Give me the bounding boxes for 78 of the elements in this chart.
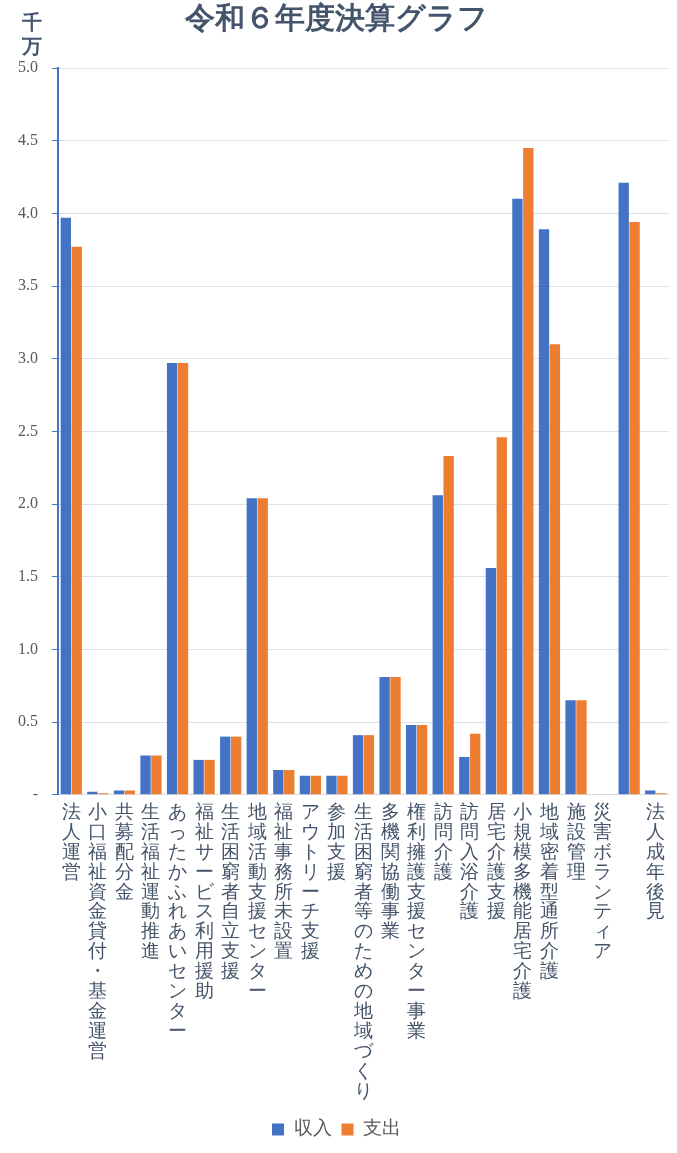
bar: [352, 735, 364, 795]
category-label: 小規模多機能居宅介護: [513, 800, 533, 1002]
bar: [204, 759, 215, 795]
y-tick-label: 0.5: [18, 712, 38, 730]
bar: [496, 437, 507, 795]
bar: [273, 770, 284, 795]
y-tick-label: 4.0: [18, 203, 38, 221]
bar: [485, 568, 497, 795]
category-label: 小口福祉資金貸付・基金運営: [88, 800, 108, 1062]
bar: [379, 677, 390, 795]
x-tick-label: 参加支援: [327, 800, 347, 882]
bar: [284, 770, 295, 795]
bar: [538, 229, 550, 795]
y-tick-label: -: [32, 784, 38, 802]
bar: [337, 775, 348, 795]
x-tick-label: 生活福祉運動推進: [141, 800, 161, 962]
bar: [151, 755, 162, 795]
bar: [565, 700, 576, 795]
y-tick-label: 2.0: [18, 494, 38, 512]
x-tick-label: 法人成年後見: [646, 800, 666, 922]
y-tick-label: 3.5: [18, 276, 38, 294]
bar: [140, 755, 151, 795]
x-tick-label: 訪問介護: [433, 800, 453, 882]
bar: [220, 736, 231, 795]
x-tick-label: 法人運営: [61, 800, 81, 882]
category-label: 福祉サービス利用援助: [194, 800, 214, 1002]
bar: [60, 217, 72, 795]
y-axis-title: 千万: [21, 11, 42, 58]
category-label: 生活困窮者等のための地域づくり: [354, 800, 373, 1102]
y-tick-label: 1.0: [18, 639, 38, 657]
bar: [390, 677, 401, 795]
y-tick-label: 2.5: [18, 421, 38, 439]
bar: [618, 182, 629, 795]
y-tick-label: 3.0: [18, 348, 38, 366]
bar: [459, 756, 470, 795]
bar: [310, 775, 321, 795]
y-tick-label: 5.0: [18, 58, 38, 76]
x-tick-label: 災害ボランティア: [593, 800, 613, 962]
category-label: 生活困窮者自立支援: [221, 800, 241, 982]
bar: [177, 363, 189, 795]
legend-label: 支出: [363, 1117, 401, 1139]
bar: [416, 724, 428, 795]
bar: [443, 456, 454, 795]
bar: [71, 246, 82, 795]
bar: [363, 735, 375, 795]
category-label: 地域密着型通所介護: [539, 800, 559, 982]
chart-title: 令和６年度決算グラフ: [184, 0, 488, 34]
bar: [113, 790, 125, 795]
x-tick-label: アウトリーチ支援: [300, 800, 320, 962]
category-label: 地域活動支援センター: [247, 800, 267, 1002]
bar: [124, 790, 136, 795]
bar: [576, 700, 587, 795]
bar: [166, 363, 178, 795]
category-label: 権利擁護支援センター事業: [407, 800, 427, 1042]
x-tick-label: 施設管理: [566, 800, 586, 882]
bar: [257, 498, 268, 795]
category-label: あったかふれあいセンター: [168, 800, 188, 1042]
bar: [299, 775, 311, 795]
y-tick-label: 1.5: [18, 566, 38, 584]
bar: [246, 498, 257, 795]
x-tick-label: 居宅介護支援: [486, 800, 506, 922]
bar: [645, 790, 656, 795]
bar: [629, 222, 640, 795]
bar: [326, 775, 337, 795]
x-tick-label: 訪問入浴介護: [460, 800, 480, 922]
y-tick-label: 4.5: [18, 130, 38, 148]
bar: [549, 344, 561, 795]
bar: [512, 198, 523, 795]
bar: [432, 495, 443, 795]
x-tick-label: 福祉事務所未設置: [274, 800, 294, 962]
legend-label: 収入: [293, 1117, 332, 1139]
x-tick-label: 多機関協働事業: [380, 800, 400, 942]
bar: [470, 733, 481, 795]
bar: [523, 147, 534, 795]
bar: [193, 759, 204, 795]
bar: [406, 724, 417, 795]
x-tick-label: 共募配分金: [114, 800, 134, 902]
bar: [230, 736, 242, 795]
